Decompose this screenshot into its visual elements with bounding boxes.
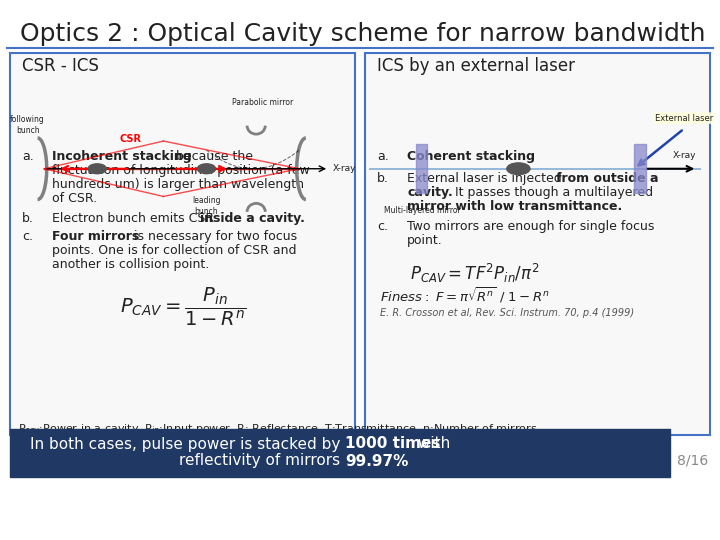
Text: $P_{CAV} = \dfrac{P_{in}}{1-R^{n}}$: $P_{CAV} = \dfrac{P_{in}}{1-R^{n}}$ xyxy=(120,285,247,328)
Text: E. R. Crosson et al, Rev. Sci. Instrum. 70, p.4 (1999): E. R. Crosson et al, Rev. Sci. Instrum. … xyxy=(380,308,634,318)
Text: c.: c. xyxy=(377,220,388,233)
Text: 8/16: 8/16 xyxy=(677,454,708,468)
Text: External laser: External laser xyxy=(655,113,713,123)
Text: It passes though a multilayered: It passes though a multilayered xyxy=(451,186,653,199)
Text: 1000 times: 1000 times xyxy=(345,436,441,451)
Text: mirror with low transmittance.: mirror with low transmittance. xyxy=(407,200,622,213)
Text: fluctuation of longitudinal position (a few: fluctuation of longitudinal position (a … xyxy=(52,164,310,177)
Bar xyxy=(415,144,428,193)
Text: is necessary for two focus: is necessary for two focus xyxy=(130,230,297,243)
Text: following
bunch: following bunch xyxy=(10,116,45,135)
Text: from outside a: from outside a xyxy=(556,172,659,185)
Text: a.: a. xyxy=(22,150,34,163)
Text: hundreds um) is larger than wavelength: hundreds um) is larger than wavelength xyxy=(52,178,304,191)
Text: $P_{CAV} = TF^{2}P_{in}/\pi^{2}$: $P_{CAV} = TF^{2}P_{in}/\pi^{2}$ xyxy=(410,262,540,285)
Text: Optics 2 : Optical Cavity scheme for narrow bandwidth: Optics 2 : Optical Cavity scheme for nar… xyxy=(20,22,706,46)
Text: .: . xyxy=(391,454,401,469)
Ellipse shape xyxy=(507,163,530,174)
Text: Incoherent stacking: Incoherent stacking xyxy=(52,150,192,163)
Text: P$_{cav}$:Power in a cavity, P$_{in}$:Input power, R: Reflectance, T:Transmittan: P$_{cav}$:Power in a cavity, P$_{in}$:In… xyxy=(18,422,537,436)
Text: with: with xyxy=(413,436,450,451)
Text: ICS by an external laser: ICS by an external laser xyxy=(377,57,575,75)
Text: leading
bunch: leading bunch xyxy=(192,197,221,216)
Text: Parabolic mirror: Parabolic mirror xyxy=(232,98,294,107)
Text: another is collision point.: another is collision point. xyxy=(52,258,210,271)
Text: b.: b. xyxy=(377,172,389,185)
Text: CSR - ICS: CSR - ICS xyxy=(22,57,99,75)
Text: External laser is injected: External laser is injected xyxy=(407,172,566,185)
Text: Two mirrors are enough for single focus: Two mirrors are enough for single focus xyxy=(407,220,654,233)
Text: inside a cavity.: inside a cavity. xyxy=(200,212,305,225)
Text: of CSR.: of CSR. xyxy=(52,192,97,205)
Text: CSR: CSR xyxy=(120,134,141,144)
Text: c.: c. xyxy=(22,230,33,243)
Text: Four mirrors: Four mirrors xyxy=(52,230,139,243)
Text: points. One is for collection of CSR and: points. One is for collection of CSR and xyxy=(52,244,297,257)
Text: X-ray: X-ray xyxy=(672,151,696,159)
Text: In both cases, pulse power is stacked by: In both cases, pulse power is stacked by xyxy=(30,436,345,451)
Text: point.: point. xyxy=(407,234,443,247)
Bar xyxy=(10,53,355,435)
Text: because the: because the xyxy=(172,150,253,163)
Text: a.: a. xyxy=(377,150,389,163)
Text: 99.97%: 99.97% xyxy=(345,454,408,469)
Text: cavity.: cavity. xyxy=(407,186,453,199)
Text: $Finess :\ F = \pi\sqrt{R^{n}}\ /\ 1 - R^{n}$: $Finess :\ F = \pi\sqrt{R^{n}}\ /\ 1 - R… xyxy=(380,285,550,305)
Text: Electron bunch emits CSR: Electron bunch emits CSR xyxy=(52,212,218,225)
Bar xyxy=(10,429,670,477)
Ellipse shape xyxy=(88,164,107,174)
Bar xyxy=(634,144,646,193)
Ellipse shape xyxy=(197,164,215,174)
Text: reflectivity of mirrors: reflectivity of mirrors xyxy=(179,454,345,469)
Text: Coherent stacking: Coherent stacking xyxy=(407,150,535,163)
Bar xyxy=(365,53,710,435)
Text: Multi-layered mirror: Multi-layered mirror xyxy=(384,206,461,215)
Text: b.: b. xyxy=(22,212,34,225)
Text: X-ray: X-ray xyxy=(333,164,356,173)
